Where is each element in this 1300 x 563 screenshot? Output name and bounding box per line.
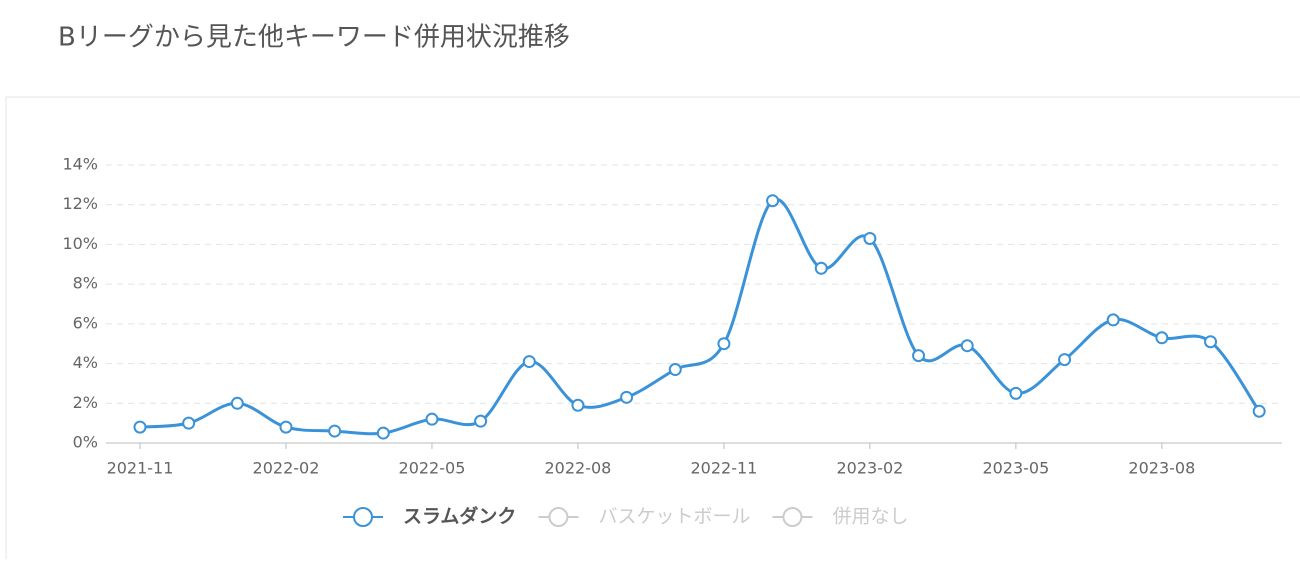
y-tick-label: 0% [73, 433, 98, 452]
point [620, 390, 634, 404]
point [1106, 313, 1120, 327]
card [5, 96, 1300, 563]
y-tick-label: 12% [62, 194, 98, 213]
legend-marker [353, 507, 373, 527]
point [182, 416, 196, 430]
chart-title: Bリーグから見た他キーワード併用状況推移 [58, 23, 570, 53]
point [571, 398, 585, 412]
y-tick-label: 10% [62, 234, 98, 253]
point [1204, 335, 1218, 349]
point [668, 363, 682, 377]
x-tick-label: 2023-08 [1128, 459, 1195, 478]
x-tick-label: 2023-05 [982, 459, 1049, 478]
x-tick-label: 2022-11 [690, 459, 757, 478]
y-tick-label: 14% [62, 155, 98, 174]
x-tick-label: 2022-05 [399, 459, 466, 478]
x-tick-label: 2023-02 [836, 459, 903, 478]
point [133, 420, 147, 434]
x-tick-label: 2022-02 [253, 459, 320, 478]
point [1155, 331, 1169, 345]
legend-label: 併用なし [832, 506, 908, 528]
point [1009, 386, 1023, 400]
legend-label: バスケットボール [598, 506, 750, 528]
point [912, 349, 926, 363]
point [1058, 353, 1072, 367]
point [1252, 404, 1266, 418]
x-tick-label: 2021-11 [107, 459, 174, 478]
point [425, 412, 439, 426]
point [717, 337, 731, 351]
y-tick-label: 4% [73, 353, 98, 372]
legend-marker [782, 507, 803, 527]
point [863, 231, 877, 245]
legend-marker [548, 507, 569, 527]
point [230, 396, 244, 410]
point [960, 339, 974, 353]
point [279, 420, 293, 434]
y-tick-label: 2% [73, 393, 98, 412]
point [814, 261, 828, 275]
legend-label: スラムダンク [403, 505, 516, 528]
point [474, 414, 488, 428]
y-tick-label: 8% [73, 274, 98, 293]
x-tick-label: 2022-08 [545, 459, 612, 478]
point [328, 424, 342, 438]
line [139, 197, 1261, 436]
point [522, 355, 536, 369]
point [766, 194, 780, 208]
point [376, 426, 390, 440]
y-tick-label: 6% [73, 313, 98, 332]
